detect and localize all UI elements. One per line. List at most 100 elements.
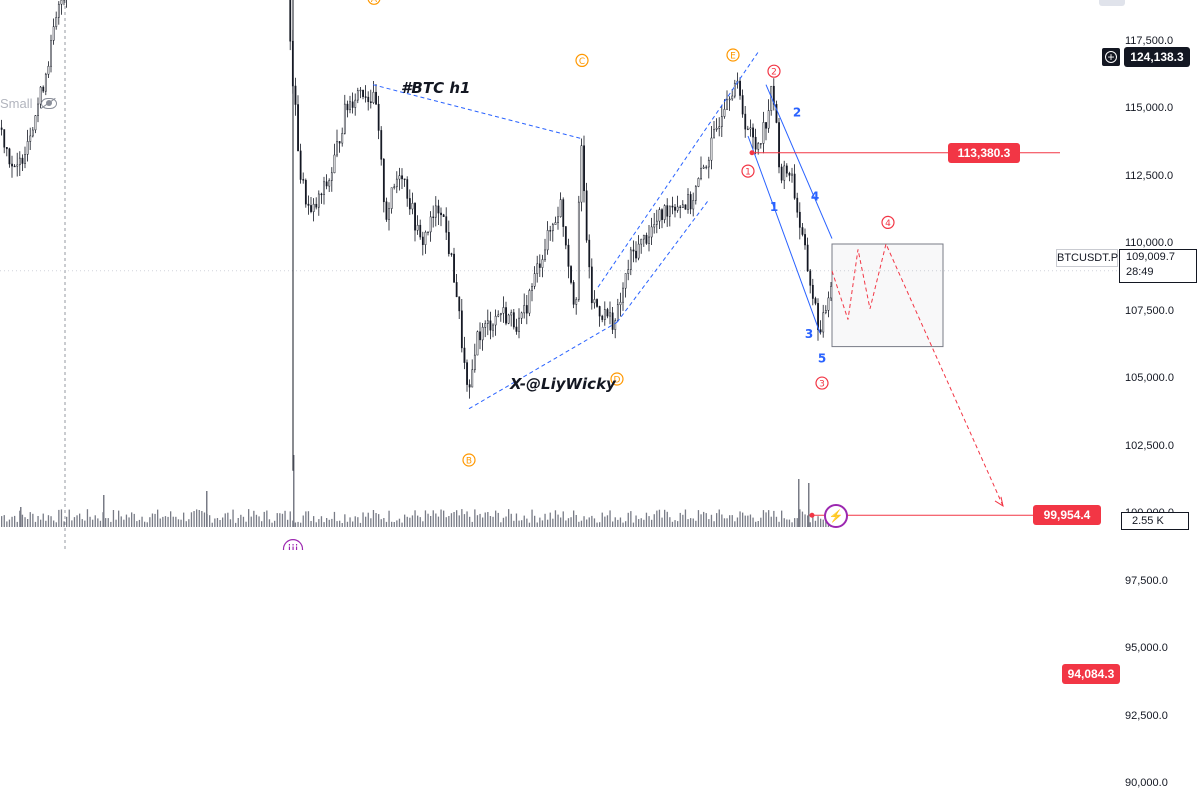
volume-bar	[97, 518, 98, 527]
volume-bar	[794, 518, 795, 527]
candle-body	[32, 130, 33, 136]
candle-body	[401, 176, 402, 179]
price-axis-tick: 117,500.0	[1125, 35, 1173, 47]
volume-bar	[625, 521, 626, 527]
plus-circle-icon[interactable]: +	[1102, 48, 1120, 66]
volume-bar	[695, 521, 696, 527]
volume-bar	[511, 514, 512, 527]
volume-bar	[464, 514, 465, 527]
volume-bar	[490, 516, 491, 527]
volume-bar	[747, 516, 748, 527]
volume-bar	[282, 514, 283, 527]
volume-bar	[37, 516, 38, 527]
candle-body	[581, 146, 582, 202]
volume-bar	[752, 518, 753, 527]
candle-body	[820, 330, 821, 332]
volume-bar	[123, 520, 124, 527]
volume-bar	[313, 516, 314, 527]
volume-bar	[219, 520, 220, 527]
volume-bar	[225, 513, 226, 527]
candle-body	[789, 173, 790, 175]
volume-bar	[360, 523, 361, 527]
lightning-icon[interactable]: ⚡	[824, 504, 848, 528]
volume-bar	[222, 518, 223, 528]
volume-bar	[344, 514, 345, 527]
volume-bar	[724, 518, 725, 527]
volume-bar	[134, 514, 135, 527]
candle-body	[615, 321, 616, 330]
volume-bar	[786, 520, 787, 528]
volume-bar	[643, 520, 644, 527]
candle-body	[586, 191, 587, 240]
volume-bar	[407, 517, 408, 527]
crosshair-price-label: 124,138.3	[1124, 47, 1190, 67]
volume-bar	[417, 516, 418, 527]
target-zone-box	[832, 244, 943, 347]
volume-bar	[196, 509, 197, 527]
volume-bar	[495, 511, 496, 527]
candle-body	[661, 210, 662, 220]
volume-bar	[505, 517, 506, 528]
volume-bar	[713, 521, 714, 527]
candle-body	[498, 315, 499, 316]
volume-bar	[256, 515, 257, 527]
volume-bar	[810, 522, 811, 527]
volume-bar	[529, 523, 530, 527]
candle-body	[529, 291, 530, 314]
candle-body	[469, 385, 470, 388]
volume-bar	[542, 520, 543, 527]
candle-body	[446, 217, 447, 233]
volume-bar	[399, 519, 400, 527]
candle-body	[797, 198, 798, 212]
candle-body	[706, 167, 707, 168]
volume-bar	[503, 518, 504, 527]
volume-bar	[472, 522, 473, 527]
candle-body	[318, 194, 319, 207]
candle-body	[290, 0, 291, 41]
volume-bar	[589, 517, 590, 527]
volume-bar	[404, 515, 405, 527]
candle-body	[456, 282, 457, 296]
volume-bar	[656, 511, 657, 527]
candle-body	[347, 104, 348, 110]
candle-body	[609, 313, 610, 316]
eye-hidden-icon[interactable]	[40, 97, 58, 109]
candle-body	[27, 141, 28, 154]
volume-bar	[128, 517, 129, 527]
candle-body	[700, 168, 701, 178]
candle-body	[56, 17, 57, 26]
candle-body	[459, 297, 460, 311]
price-axis-tick: 115,000.0	[1125, 102, 1173, 114]
volume-bar	[680, 513, 681, 527]
volume-bar	[685, 510, 686, 528]
price-axis-tick: 107,500.0	[1125, 305, 1174, 317]
volume-bar	[508, 509, 509, 527]
volume-bar	[79, 514, 80, 527]
volume-bar	[456, 510, 457, 527]
current-price-box: 109,009.7 28:49	[1119, 249, 1197, 283]
volume-bar	[30, 512, 31, 527]
candle-body	[313, 204, 314, 212]
volume-bar	[89, 517, 90, 527]
candle-body	[420, 225, 421, 237]
candle-body	[721, 117, 722, 127]
candle-body	[570, 266, 571, 282]
volume-bar	[485, 513, 486, 528]
volume-bar	[547, 520, 548, 527]
volume-bar	[667, 512, 668, 527]
volume-bar	[258, 516, 259, 527]
candle-body	[667, 206, 668, 217]
candle-body	[630, 250, 631, 270]
candle-body	[747, 129, 748, 130]
candle-body	[461, 311, 462, 348]
volume-bar	[326, 518, 327, 527]
top-toolbar-handle[interactable]	[1099, 0, 1125, 6]
volume-bar	[157, 510, 158, 527]
candle-body	[336, 141, 337, 155]
volume-bar	[711, 515, 712, 527]
candle-body	[682, 205, 683, 208]
volume-bar	[251, 517, 252, 527]
wave-label: 4	[885, 219, 891, 229]
candle-body	[612, 313, 613, 330]
